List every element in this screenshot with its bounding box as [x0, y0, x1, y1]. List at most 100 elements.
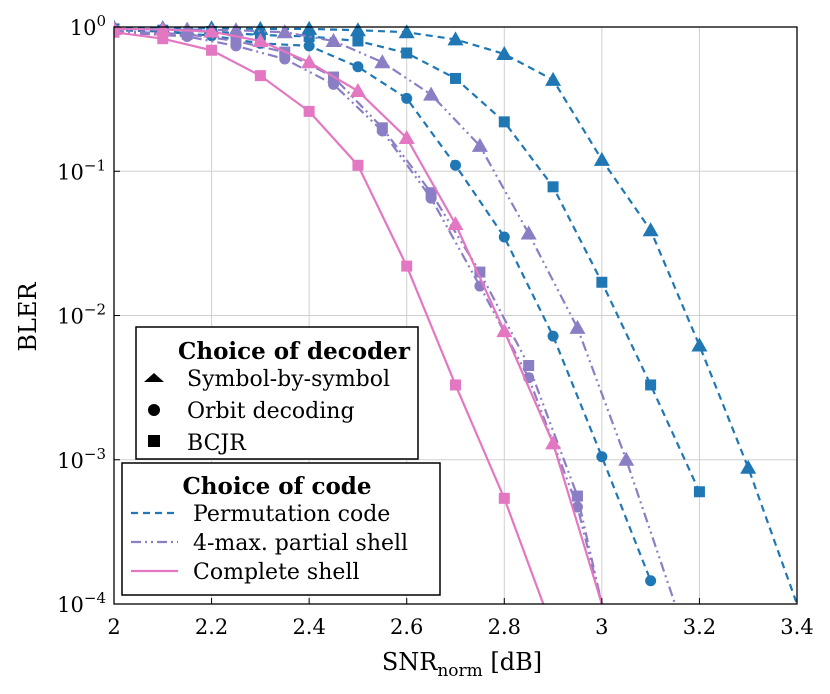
axes-layer: 2 2.2 2.4 2.6 2.8 3 3.2 3.4 100 10−1 10−2 10−3 10−4 — [57, 12, 814, 639]
data-point-triangle — [349, 22, 366, 37]
data-point-square — [376, 122, 388, 134]
square-marker-icon — [148, 435, 160, 447]
data-point-triangle — [471, 137, 488, 152]
data-point-square — [645, 379, 657, 391]
data-point-triangle — [203, 23, 220, 38]
data-point-triangle — [398, 130, 415, 145]
data-point-square — [352, 35, 364, 47]
legend-code-title: Choice of code — [182, 473, 371, 500]
data-point-circle — [596, 451, 608, 463]
data-point-square — [693, 486, 705, 498]
data-point-square — [254, 70, 266, 82]
data-point-triangle — [252, 32, 269, 47]
data-point-triangle — [423, 86, 440, 101]
data-point-triangle — [496, 323, 513, 338]
series-line-permutation-orbit — [114, 29, 652, 582]
data-point-square — [401, 47, 413, 59]
y-tick-label: 10−1 — [57, 156, 106, 184]
data-point-square — [303, 105, 315, 117]
legend-decoder-entry-symbol: Symbol-by-symbol — [187, 367, 390, 392]
series-line-partial_shell-orbit — [114, 31, 603, 604]
x-axis-label-group: SNRnorm [dB] — [382, 648, 542, 681]
series-partial_shell-symbol — [114, 20, 677, 604]
data-point-square — [206, 44, 218, 56]
x-tick-label: 2.2 — [195, 615, 228, 639]
data-point-triangle — [325, 32, 342, 47]
data-point-square — [450, 72, 461, 84]
data-point-triangle — [447, 31, 464, 46]
legend-decoder-box — [135, 326, 419, 460]
y-tick-label: 10−4 — [57, 589, 106, 617]
data-point-triangle — [520, 225, 537, 240]
data-point-square — [498, 492, 510, 504]
data-point-square — [230, 35, 242, 47]
data-point-circle — [450, 159, 461, 171]
x-axis-label: SNRnorm [dB] — [382, 648, 542, 681]
data-point-triangle — [740, 459, 757, 474]
data-point-triangle — [642, 222, 659, 237]
data-point-triangle — [301, 54, 318, 69]
data-point-square — [596, 276, 608, 288]
data-point-circle — [401, 92, 413, 104]
y-axis-label: BLER — [14, 281, 42, 351]
data-point-square — [352, 159, 364, 171]
data-point-triangle — [374, 54, 391, 69]
y-tick-label: 100 — [70, 12, 106, 40]
legend-code: Choice of code Permutation code 4-max. p… — [121, 462, 441, 596]
data-point-square — [450, 379, 461, 391]
data-point-circle — [352, 61, 364, 73]
data-point-triangle — [618, 451, 635, 466]
data-point-square — [181, 28, 193, 40]
legend-decoder-entry-bcjr: BCJR — [187, 431, 247, 456]
data-point-square — [571, 490, 583, 502]
legend-code-entry-partial-shell: 4-max. partial shell — [193, 531, 408, 556]
series-complete_shell-bcjr — [114, 26, 545, 604]
data-point-triangle — [398, 24, 415, 39]
legend-decoder-title: Choice of decoder — [178, 338, 411, 365]
data-point-square — [474, 266, 486, 278]
data-point-circle — [498, 231, 510, 243]
triangle-marker-icon — [144, 373, 164, 382]
data-point-circle — [547, 330, 559, 342]
y-axis-label-group: BLER — [14, 281, 42, 351]
data-point-square — [523, 360, 535, 372]
legend-code-box — [121, 462, 441, 596]
x-tick-label: 2.4 — [292, 615, 325, 639]
data-point-triangle — [447, 216, 464, 231]
x-tick-label: 3.2 — [683, 615, 716, 639]
data-point-triangle — [545, 435, 562, 450]
data-point-circle — [303, 40, 315, 52]
legend-decoder: Choice of decoder Symbol-by-symbol Orbit… — [135, 326, 419, 460]
data-point-triangle — [496, 45, 513, 60]
x-tick-label: 2.6 — [390, 615, 423, 639]
y-tick-label: 10−2 — [57, 301, 106, 329]
data-point-square — [303, 30, 315, 42]
data-point-square — [401, 260, 413, 272]
series-line-partial_shell-symbol — [114, 27, 677, 604]
data-point-square — [547, 181, 559, 193]
data-point-triangle — [154, 21, 171, 36]
x-tick-label: 2.8 — [488, 615, 521, 639]
data-point-square — [157, 33, 169, 45]
x-tick-label: 3 — [595, 615, 608, 639]
data-point-square — [114, 26, 120, 38]
x-tick-label: 3.4 — [780, 615, 813, 639]
data-point-triangle — [545, 71, 562, 86]
series-complete_shell-symbol — [114, 20, 603, 604]
y-tick-label: 10−3 — [57, 445, 106, 473]
series-line-partial_shell-bcjr — [114, 29, 603, 604]
data-point-circle — [645, 575, 657, 587]
data-point-square — [425, 187, 437, 199]
data-point-triangle — [276, 24, 293, 39]
data-point-square — [498, 116, 510, 128]
data-point-triangle — [227, 22, 244, 37]
data-point-triangle — [569, 319, 586, 334]
series-layer — [114, 19, 797, 604]
data-point-triangle — [691, 337, 708, 352]
legend-code-entry-permutation: Permutation code — [193, 502, 390, 527]
series-line-complete_shell-bcjr — [114, 31, 545, 604]
circle-marker-icon — [148, 404, 160, 416]
legend-decoder-entry-orbit: Orbit decoding — [187, 399, 355, 424]
x-tick-label: 2 — [107, 615, 120, 639]
